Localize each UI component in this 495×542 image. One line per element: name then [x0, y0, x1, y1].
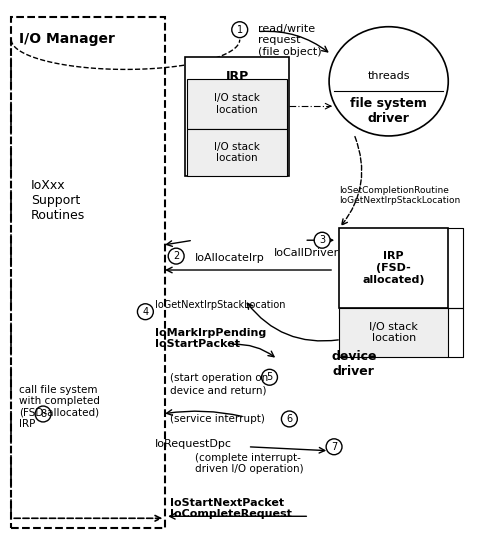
Text: IoMarkIrpPending
IoStartPacket: IoMarkIrpPending IoStartPacket [155, 327, 267, 349]
Text: I/O stack
location: I/O stack location [214, 141, 260, 163]
Text: I/O stack
location: I/O stack location [369, 322, 418, 344]
Text: 8: 8 [40, 409, 46, 419]
Ellipse shape [329, 27, 448, 136]
Text: 1: 1 [237, 25, 243, 35]
Circle shape [168, 248, 184, 264]
FancyBboxPatch shape [187, 79, 288, 129]
Text: 4: 4 [143, 307, 148, 317]
Circle shape [326, 439, 342, 455]
Text: IRP
(FSD-
allocated): IRP (FSD- allocated) [362, 251, 425, 285]
Circle shape [314, 233, 330, 248]
Circle shape [35, 406, 51, 422]
FancyBboxPatch shape [339, 308, 448, 357]
Text: 6: 6 [286, 414, 293, 424]
Text: device
driver: device driver [331, 350, 377, 378]
Text: IoAllocateIrp: IoAllocateIrp [195, 253, 265, 263]
FancyBboxPatch shape [185, 56, 290, 176]
Text: 2: 2 [173, 251, 179, 261]
Circle shape [232, 22, 248, 37]
Text: IoSetCompletionRoutine
IoGetNextIrpStackLocation: IoSetCompletionRoutine IoGetNextIrpStack… [339, 186, 460, 205]
Text: 5: 5 [266, 372, 273, 382]
Text: I/O Manager: I/O Manager [19, 31, 115, 46]
Text: (service interrupt): (service interrupt) [170, 414, 265, 424]
FancyBboxPatch shape [339, 228, 448, 308]
Text: file system
driver: file system driver [350, 97, 427, 125]
FancyBboxPatch shape [187, 129, 288, 176]
Text: I/O stack
location: I/O stack location [214, 93, 260, 115]
Circle shape [282, 411, 297, 427]
Text: threads: threads [367, 72, 410, 81]
Text: IRP: IRP [226, 70, 249, 83]
Circle shape [261, 369, 278, 385]
Text: (complete interrupt-
driven I/O operation): (complete interrupt- driven I/O operatio… [195, 453, 303, 474]
Text: IoRequestDpc: IoRequestDpc [155, 439, 232, 449]
Text: 3: 3 [319, 235, 325, 245]
Circle shape [138, 304, 153, 320]
Text: IoXxx
Support
Routines: IoXxx Support Routines [31, 179, 86, 222]
Text: IoCallDriver: IoCallDriver [274, 248, 339, 258]
Text: (start operation on
device and return): (start operation on device and return) [170, 373, 268, 395]
Text: IoGetNextIrpStackLocation: IoGetNextIrpStackLocation [155, 300, 286, 310]
Text: IoStartNextPacket
IoCompleteRequest: IoStartNextPacket IoCompleteRequest [170, 498, 292, 519]
Text: 7: 7 [331, 442, 337, 452]
Text: call file system
with completed
(FSD-allocated)
IRP: call file system with completed (FSD-all… [19, 385, 100, 429]
Text: read/write
request
(file object): read/write request (file object) [257, 24, 321, 57]
